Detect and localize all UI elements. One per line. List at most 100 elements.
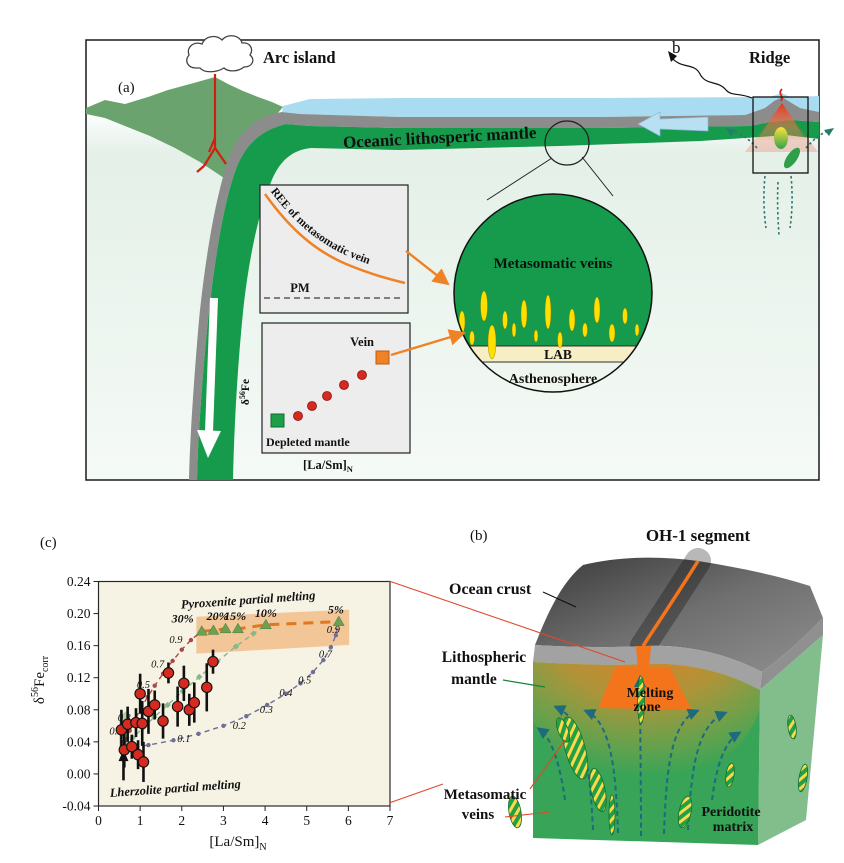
ree-to-vein-arrow xyxy=(405,250,450,286)
connector-bottom xyxy=(388,783,444,804)
ridge-melt-tail xyxy=(783,147,801,169)
panel-b-title: OH-1 segment xyxy=(646,526,751,545)
curve-marker-dot xyxy=(179,647,184,652)
curve-marker-diamond xyxy=(250,630,257,637)
volcano-conduit xyxy=(196,74,227,173)
chart-xlabel: [La/Sm]N xyxy=(209,834,266,853)
asthenosphere-label: Asthenosphere xyxy=(509,372,597,387)
ridge-flow-arrowhead-left xyxy=(726,128,736,136)
curve-marker-dot xyxy=(264,702,270,708)
x-tick-label: 6 xyxy=(345,813,352,828)
data-point xyxy=(148,699,161,711)
crust-right-edge xyxy=(760,618,823,690)
block-right-face xyxy=(758,635,823,845)
curve-marker-dot xyxy=(171,738,176,743)
vein-label: Vein xyxy=(350,335,374,349)
depleted-mantle-label: Depleted mantle xyxy=(266,435,350,449)
x-tick-label: 5 xyxy=(303,813,310,828)
curve-fraction-label: 0.9 xyxy=(327,625,341,636)
ridge-label: Ridge xyxy=(749,48,790,67)
plate-motion-left-arrow xyxy=(637,111,709,137)
melt-conduit xyxy=(636,646,651,670)
melting-degree-triangle xyxy=(332,615,345,626)
data-point xyxy=(207,655,219,668)
percent-label: 5% xyxy=(328,603,344,617)
melting-zone-label-2: zone xyxy=(633,700,660,715)
y-tick-label: 0.04 xyxy=(67,734,91,749)
ridge-melt-triangle xyxy=(757,103,806,140)
curve-fraction-label: 0.7 xyxy=(319,650,333,661)
curve-marker-dot xyxy=(328,645,334,650)
y-tick-label: 0.00 xyxy=(67,766,91,781)
ree-inset: REE of metasomatic vein PM xyxy=(259,184,409,314)
curve-fraction-label: 0.5 xyxy=(137,680,150,691)
curve-marker-diamond xyxy=(232,643,240,650)
melting-degree-triangle xyxy=(219,622,232,634)
melting-degree-triangle xyxy=(232,622,244,634)
data-point xyxy=(136,717,148,730)
peridotite-matrix-label-2: matrix xyxy=(713,820,753,835)
curve-fraction-label: 0.3 xyxy=(260,705,273,716)
lab-label: LAB xyxy=(544,347,572,362)
curve-marker-dot xyxy=(196,731,201,737)
y-tick-label: -0.04 xyxy=(62,799,90,814)
curve-fraction-label: 0.2 xyxy=(233,721,247,732)
curve-fraction-label: 0.9 xyxy=(169,635,183,646)
lithospheric-mantle-label-2: mantle xyxy=(451,671,497,688)
ocean-crust-label: Ocean crust xyxy=(449,581,532,598)
fe-inset-ylabel: δ56Fe xyxy=(238,379,252,405)
curve-fraction-label: 0.5 xyxy=(298,675,311,686)
data-point xyxy=(157,715,169,727)
b-pointer-label: b xyxy=(672,38,681,57)
curve-marker-dot xyxy=(244,714,249,719)
x-tick-label: 2 xyxy=(178,813,185,828)
melting-degree-triangle xyxy=(195,625,208,636)
chart-ylabel: δ56Fecorr xyxy=(30,655,51,704)
curve-marker-dot xyxy=(321,657,326,663)
vein-marker xyxy=(375,350,390,365)
data-point xyxy=(188,696,201,709)
panel-b: (b) OH-1 segment Ocean crust Lithospheri… xyxy=(442,526,823,845)
melting-zone-core xyxy=(598,666,692,710)
subduction-down-arrow-shaft xyxy=(205,297,218,433)
ridge-melt-blob xyxy=(774,127,788,149)
y-tick-label: 0.12 xyxy=(67,670,91,685)
y-tick-label: 0.08 xyxy=(67,702,91,717)
percent-label: 20% xyxy=(206,609,229,623)
y-tick-label: 0.20 xyxy=(67,606,91,621)
curve-marker-dot xyxy=(221,723,226,729)
lithospheric-mantle-pointer xyxy=(502,679,546,688)
panel-b-label: (b) xyxy=(470,528,488,544)
fe-inset-data-points xyxy=(293,370,367,421)
panel-c-label: (c) xyxy=(40,535,57,551)
veins-pointer-2 xyxy=(504,811,550,818)
lab-band xyxy=(454,345,652,363)
panel-a-label: (a) xyxy=(118,80,135,96)
curve-marker-diamond xyxy=(196,673,203,681)
data-point xyxy=(201,681,213,694)
curve-fraction-label: 0.4 xyxy=(279,688,293,699)
b-pointer-arrowhead xyxy=(668,51,677,62)
zoom-circle: Metasomatic veins LAB Asthenosphere xyxy=(453,193,653,393)
melting-degree-triangle xyxy=(259,618,272,630)
cloud-icon xyxy=(186,35,254,73)
ridge-eruption-squiggle xyxy=(779,88,783,102)
data-point xyxy=(134,687,146,700)
pm-label: PM xyxy=(290,281,310,295)
y-tick-label: 0.24 xyxy=(67,574,91,589)
data-point xyxy=(171,700,184,713)
curve-marker-dot xyxy=(152,683,157,688)
curve-marker-dot xyxy=(333,633,339,638)
magnifier-source-circle xyxy=(544,120,590,166)
curve-marker-diamond xyxy=(164,701,171,709)
x-tick-label: 1 xyxy=(137,813,144,828)
curve-marker-dot xyxy=(146,742,151,748)
fe-inset: δ56Fe [La/Sm]N Vein Depleted mantle xyxy=(238,322,411,474)
metasomatic-vein-shapes xyxy=(508,675,809,836)
sea-water xyxy=(282,93,819,117)
crust-front-edge xyxy=(533,645,762,690)
curve-marker-dot xyxy=(298,681,303,686)
b-pointer-squiggle xyxy=(670,56,753,99)
